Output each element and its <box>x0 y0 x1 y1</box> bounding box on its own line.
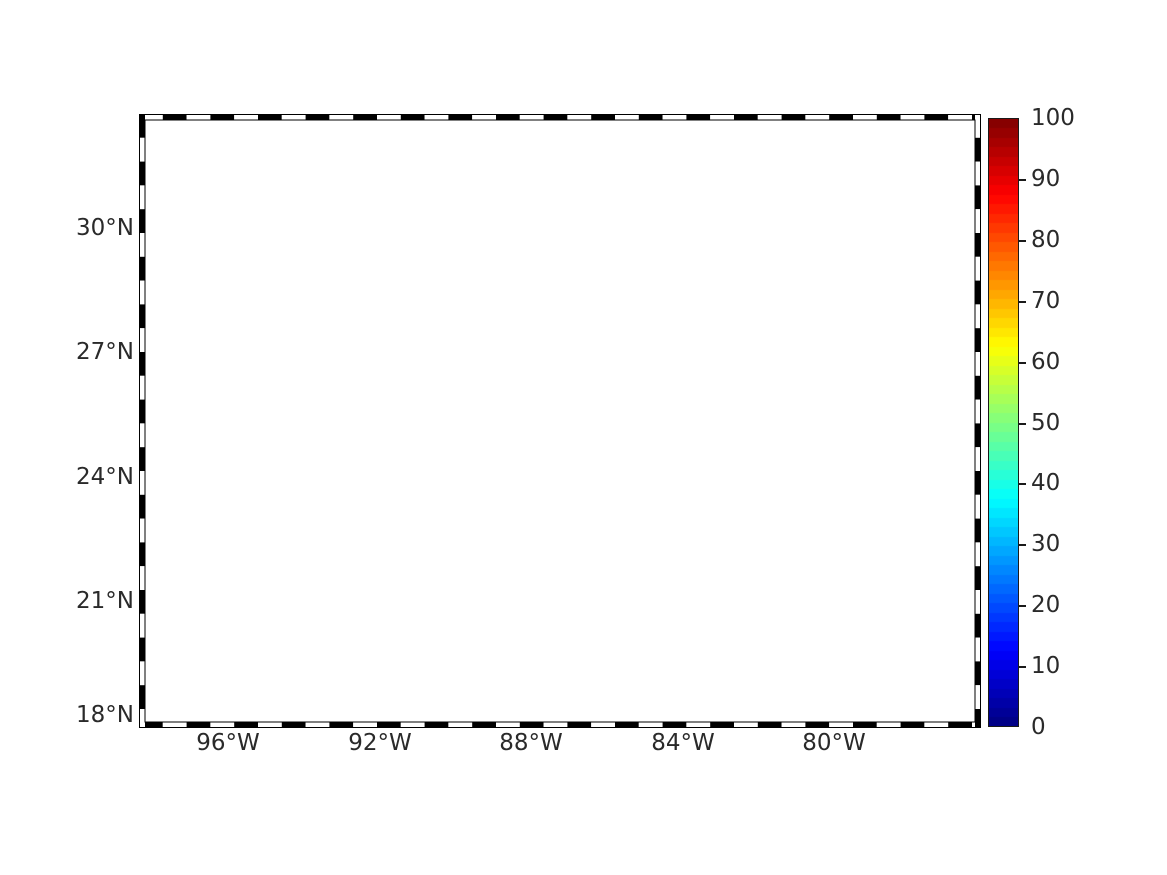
colorbar-label-30: 30 <box>1031 531 1061 558</box>
colorbar-tick-40 <box>1019 483 1026 486</box>
y-tick-label-21N: 21°N <box>76 588 134 614</box>
x-tick-label-84W: 84°W <box>651 730 715 756</box>
colorbar-gradient <box>988 118 1019 727</box>
map-axes[interactable] <box>139 114 981 728</box>
x-tick-label-88W: 88°W <box>499 730 563 756</box>
colorbar-label-80: 80 <box>1031 226 1061 253</box>
colorbar-label-40: 40 <box>1031 470 1061 497</box>
colorbar-tick-30 <box>1019 544 1026 547</box>
map-heatmap-layer <box>145 120 975 722</box>
colorbar-tick-50 <box>1019 422 1026 425</box>
colorbar-label-20: 20 <box>1031 592 1061 619</box>
colorbar[interactable] <box>988 118 1019 727</box>
colorbar-tick-80 <box>1019 239 1026 242</box>
colorbar-label-70: 70 <box>1031 287 1061 314</box>
colorbar-tick-20 <box>1019 605 1026 608</box>
colorbar-tick-70 <box>1019 300 1026 303</box>
y-tick-label-30N: 30°N <box>76 215 134 241</box>
colorbar-tick-10 <box>1019 666 1026 669</box>
colorbar-label-0: 0 <box>1031 714 1046 740</box>
colorbar-label-50: 50 <box>1031 409 1061 436</box>
x-tick-label-92W: 92°W <box>348 730 412 756</box>
colorbar-label-10: 10 <box>1031 653 1061 680</box>
colorbar-label-100: 100 <box>1031 105 1075 131</box>
colorbar-tick-60 <box>1019 361 1026 364</box>
colorbar-tick-90 <box>1019 178 1026 181</box>
colorbar-label-90: 90 <box>1031 165 1061 192</box>
x-tick-label-96W: 96°W <box>196 730 260 756</box>
x-tick-label-80W: 80°W <box>802 730 866 756</box>
colorbar-label-60: 60 <box>1031 348 1061 375</box>
y-tick-label-27N: 27°N <box>76 339 134 365</box>
y-tick-label-24N: 24°N <box>76 464 134 490</box>
y-tick-label-18N: 18°N <box>76 702 134 728</box>
